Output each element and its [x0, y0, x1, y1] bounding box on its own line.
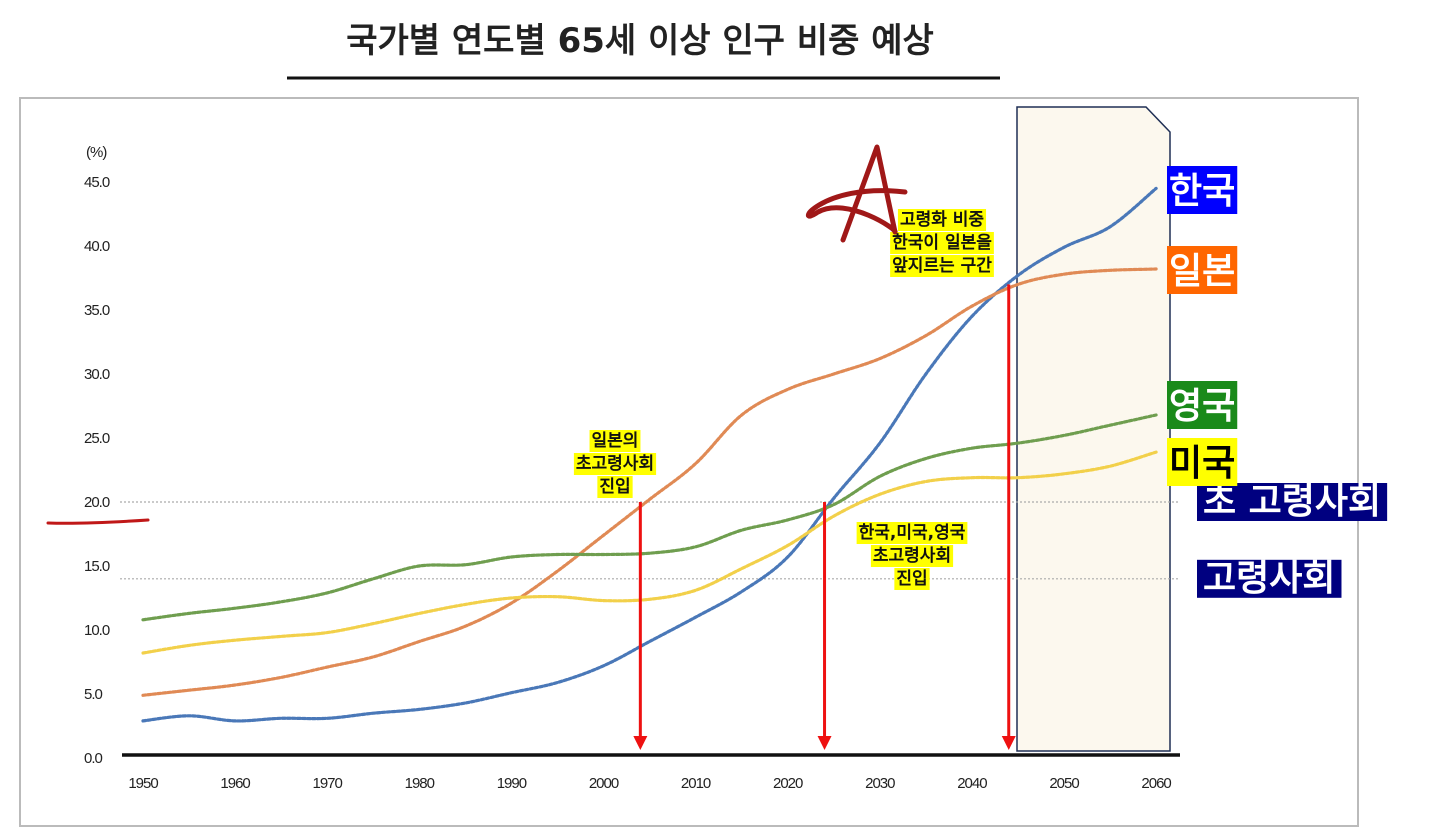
reference-label-1: 고령사회: [1203, 558, 1335, 599]
y-tick-label: 25.0: [84, 430, 110, 447]
x-tick-label: 2030: [865, 775, 895, 792]
x-axis-ticks: 1950 1960 1970 1980 1990 2000 2010 2020 2030 2040…: [128, 775, 1172, 792]
y-tick-label: 10.0: [84, 622, 110, 639]
x-tick-label: 1950: [128, 775, 158, 792]
series-label-bg-3: [1167, 438, 1238, 486]
y-tick-label: 40.0: [84, 238, 110, 255]
annotation-bg: [890, 232, 994, 254]
y-tick-label: 15.0: [84, 558, 110, 575]
annotation-arrowhead-1: [817, 736, 832, 750]
series-label-3: 미국: [1169, 443, 1235, 484]
annotation-line: 일본의: [592, 431, 639, 451]
y-tick-label: 35.0: [84, 302, 110, 319]
x-tick-label: 1990: [497, 775, 527, 792]
series-label-bg-1: [1167, 246, 1238, 294]
annotation-bg: [856, 522, 968, 544]
series-label-1: 일본: [1169, 251, 1235, 292]
annotation-arrowhead-0: [633, 736, 648, 750]
y-tick-label: 0.0: [84, 750, 103, 767]
annotation-line: 진입: [896, 569, 927, 589]
y-tick-label: 30.0: [84, 366, 110, 383]
x-tick-label: 2020: [773, 775, 803, 792]
annotation-line: 한국,미국,영국: [859, 523, 966, 543]
x-tick-label: 2000: [589, 775, 619, 792]
y-axis-ticks: 0.0 5.0 10.0 15.0 20.0 25.0 30.0 35.0 40.0 45.0: [84, 174, 111, 767]
annotation-arrowhead-2: [1001, 736, 1016, 750]
star-doodle: [806, 144, 908, 243]
annotation-line: 고령화 비중: [900, 209, 984, 230]
series-line-0: [141, 186, 1158, 723]
annotation-line: 진입: [599, 477, 630, 497]
annotation-bg: [894, 568, 930, 590]
annotation-bg: [890, 255, 994, 277]
x-tick-label: 1970: [313, 775, 343, 792]
x-tick-label: 1960: [220, 775, 250, 792]
annotation-bg: [597, 476, 633, 498]
annotation-line: 초고령사회: [873, 545, 951, 566]
annotation-line: 한국이 일본을: [892, 233, 992, 253]
series-label-2: 영국: [1169, 386, 1235, 427]
x-tick-label: 2040: [957, 775, 987, 792]
x-tick-label: 2060: [1141, 775, 1171, 792]
reference-label-0: 초 고령사회: [1203, 481, 1381, 522]
series-lines: [141, 186, 1158, 723]
reference-label-bg-1: [1197, 559, 1342, 598]
page-title: 국가별 연도별 65세 이상 인구 비중 예상: [346, 21, 934, 61]
series-line-3: [141, 450, 1158, 655]
annotation-bg: [897, 209, 987, 231]
y-tick-label: 5.0: [84, 686, 103, 703]
x-tick-label: 2050: [1049, 775, 1079, 792]
annotation-bg: [870, 545, 954, 567]
series-line-1: [141, 267, 1158, 697]
y-axis-unit: (%): [86, 144, 107, 161]
series-label-bg-0: [1167, 166, 1238, 214]
y-tick-label: 20.0: [84, 494, 110, 511]
y-tick-label: 45.0: [84, 174, 110, 191]
annotation-bg: [589, 430, 641, 452]
series-label-bg-2: [1167, 381, 1238, 429]
annotation-line: 초고령사회: [576, 453, 654, 474]
series-line-2: [141, 413, 1158, 622]
reference-lines: [120, 501, 1180, 580]
reference-label-bg-0: [1197, 483, 1388, 521]
annotation-line: 앞지르는 구간: [892, 256, 992, 276]
red-underline-doodle: [46, 518, 150, 525]
x-tick-label: 2010: [681, 775, 711, 792]
annotation-bg: [573, 453, 657, 475]
annotation-arrows: [633, 284, 1016, 750]
x-tick-label: 1980: [405, 775, 435, 792]
series-label-0: 한국: [1169, 171, 1235, 212]
